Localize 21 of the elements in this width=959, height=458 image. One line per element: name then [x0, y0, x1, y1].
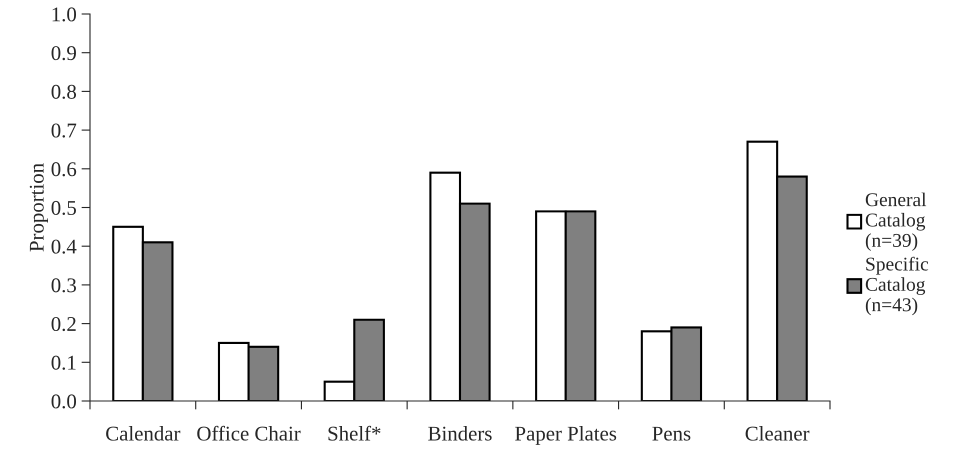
y-tick-label: 0.0: [52, 394, 76, 409]
x-tick-label: Shelf*: [328, 426, 380, 441]
y-tick-label: 0.8: [52, 84, 76, 99]
legend-label: Specific Catalog (n=43): [866, 256, 928, 316]
y-tick-label: 0.7: [52, 123, 76, 138]
y-tick-label: 0.6: [52, 162, 76, 176]
y-tick-label: 1.0: [52, 7, 76, 22]
y-axis-title: Proportion: [30, 163, 48, 252]
x-tick-label: Paper Plates: [515, 426, 616, 445]
x-tick-label: Office Chair: [197, 426, 301, 441]
x-tick-label: Cleaner: [746, 426, 810, 441]
y-tick-label: 0.2: [52, 316, 76, 332]
y-tick-label: 0.1: [52, 356, 76, 370]
legend-label: General Catalog (n=39): [866, 192, 926, 251]
y-tick-label: 0.5: [52, 200, 76, 216]
y-tick-label: 0.3: [52, 278, 76, 292]
y-tick-label: 0.9: [52, 46, 76, 60]
x-tick-label: Calendar: [106, 426, 180, 441]
x-tick-label: Binders: [428, 426, 492, 441]
y-tick-label: 0.4: [52, 240, 76, 254]
x-tick-label: Pens: [652, 426, 690, 441]
